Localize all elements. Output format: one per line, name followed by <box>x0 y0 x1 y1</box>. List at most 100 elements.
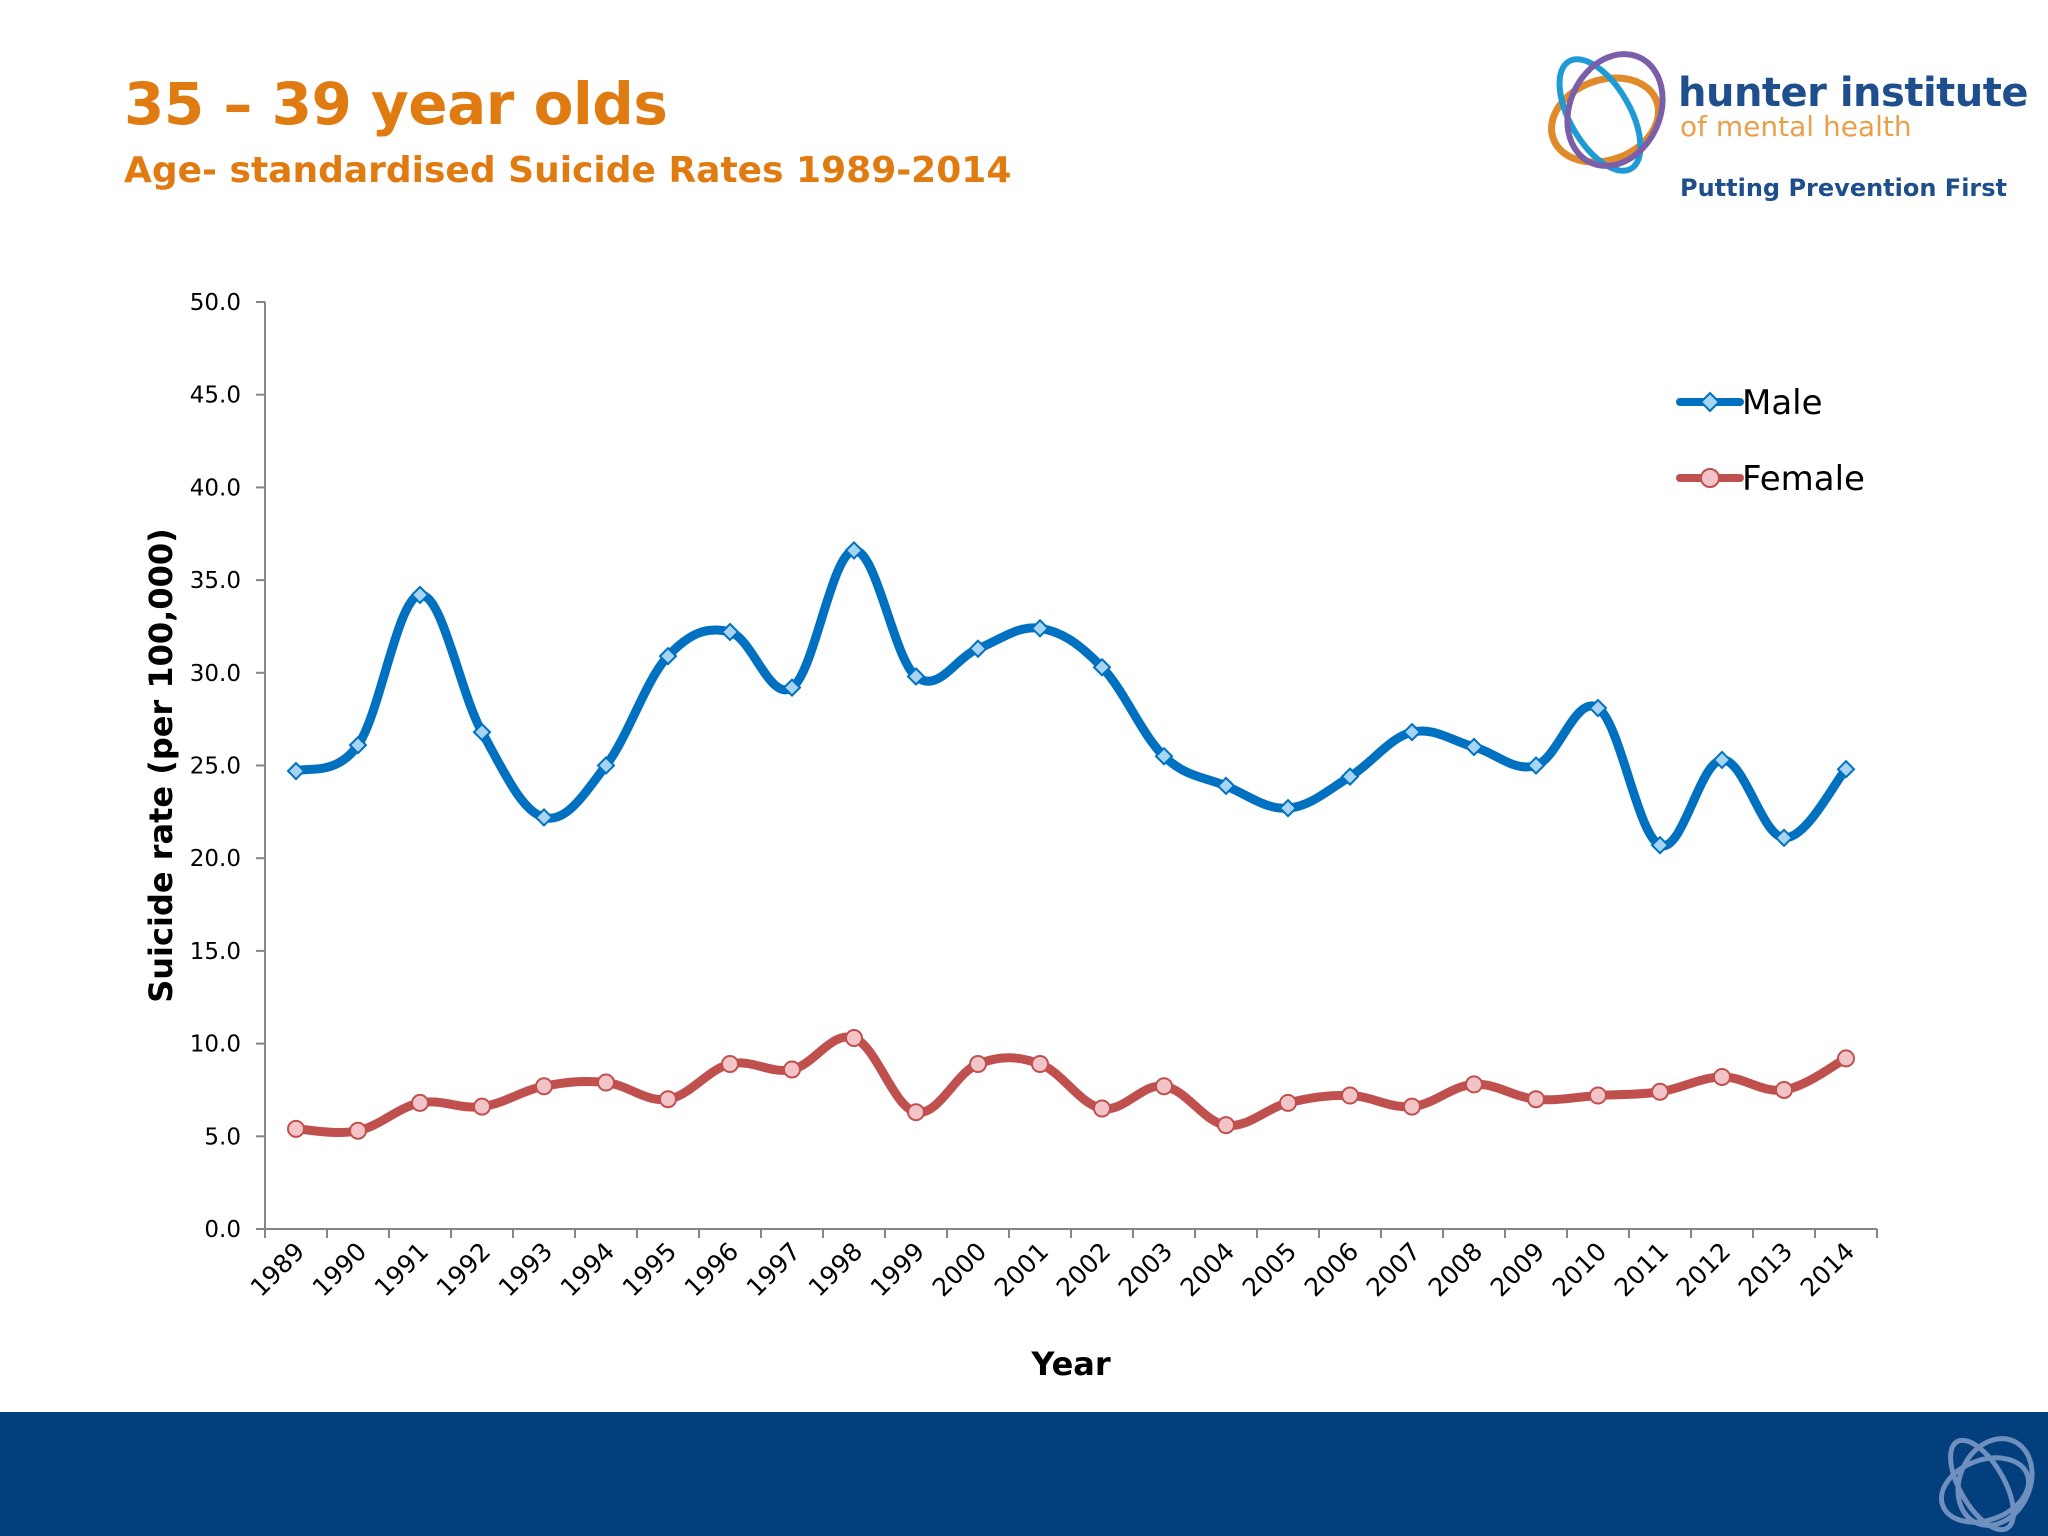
x-tick-label: 2000 <box>927 1237 992 1302</box>
logo-tagline: Putting Prevention First <box>1680 174 2008 202</box>
data-point-female <box>1837 1049 1855 1068</box>
y-axis-title: Suicide rate (per 100,000) <box>142 528 180 1003</box>
x-tick-label: 2007 <box>1361 1237 1426 1302</box>
x-tick-label: 1994 <box>555 1237 620 1302</box>
y-tick-label: 20.0 <box>190 846 241 872</box>
y-tick-label: 50.0 <box>190 290 241 316</box>
x-tick-label: 2010 <box>1547 1237 1612 1302</box>
data-point-female <box>1093 1099 1111 1118</box>
x-tick-label: 2003 <box>1113 1237 1178 1302</box>
x-axis-title: Year <box>1030 1345 1111 1383</box>
page-subtitle: Age- standardised Suicide Rates 1989-201… <box>124 150 1012 191</box>
data-point-male <box>1278 798 1298 818</box>
logo-subname: of mental health <box>1680 110 1912 143</box>
y-tick-label: 15.0 <box>190 939 241 965</box>
data-point-female <box>1341 1086 1359 1105</box>
data-point-male <box>1712 750 1732 770</box>
data-point-female <box>473 1097 491 1116</box>
data-point-male <box>906 667 926 686</box>
data-point-male <box>1030 618 1050 638</box>
data-point-female <box>1155 1077 1173 1096</box>
x-tick-label: 2005 <box>1237 1237 1302 1302</box>
data-point-male <box>534 807 554 827</box>
data-point-male <box>968 639 988 659</box>
footer-logo-icon <box>1938 1436 2035 1533</box>
data-point-female <box>287 1119 305 1138</box>
y-tick-label: 5.0 <box>204 1124 241 1150</box>
data-point-male <box>472 722 492 742</box>
x-tick-label: 2011 <box>1609 1237 1674 1302</box>
y-tick-label: 45.0 <box>190 383 241 409</box>
y-tick-label: 25.0 <box>190 754 241 780</box>
data-point-male <box>1216 776 1236 796</box>
data-point-male <box>1650 835 1670 855</box>
x-tick-label: 2002 <box>1051 1237 1116 1302</box>
x-tick-label: 1993 <box>493 1237 558 1302</box>
data-point-female <box>1775 1080 1793 1099</box>
data-point-female <box>1651 1082 1669 1101</box>
data-point-male <box>410 585 430 605</box>
x-tick-label: 1989 <box>245 1237 310 1302</box>
x-tick-label: 2012 <box>1671 1237 1736 1302</box>
data-point-female <box>721 1054 739 1073</box>
data-point-male <box>844 541 864 560</box>
x-tick-label: 1992 <box>431 1237 496 1302</box>
legend-label-female: Female <box>1742 459 1865 499</box>
y-tick-label: 30.0 <box>190 661 241 687</box>
x-tick-label: 1991 <box>369 1237 434 1302</box>
x-tick-label: 2013 <box>1733 1237 1798 1302</box>
data-point-female <box>907 1103 925 1122</box>
data-point-female <box>411 1093 429 1112</box>
data-point-female <box>1465 1075 1483 1094</box>
x-tick-label: 1995 <box>617 1237 682 1302</box>
y-tick-label: 35.0 <box>190 568 241 594</box>
x-tick-label: 1999 <box>865 1237 930 1302</box>
data-point-female <box>1713 1067 1731 1086</box>
x-tick-label: 2014 <box>1795 1237 1860 1302</box>
x-tick-label: 1996 <box>679 1237 744 1302</box>
data-point-female <box>659 1090 677 1109</box>
data-point-male <box>1154 746 1174 766</box>
data-point-male <box>348 735 368 755</box>
legend-marker-female <box>1700 468 1720 488</box>
data-point-female <box>969 1054 987 1073</box>
data-point-male <box>658 646 678 666</box>
x-tick-label: 2009 <box>1485 1237 1550 1302</box>
data-point-female <box>1217 1116 1235 1135</box>
x-tick-label: 1998 <box>803 1237 868 1302</box>
data-point-male <box>286 761 306 781</box>
data-point-male <box>596 756 616 775</box>
y-tick-label: 10.0 <box>190 1032 241 1058</box>
data-point-female <box>783 1060 801 1079</box>
series-line-male <box>291 545 1851 851</box>
line-chart: 0.0 5.0 10.0 15.0 20.0 25.0 30.0 35.0 40.0 45.0 50… <box>142 290 1878 1383</box>
data-point-female <box>1031 1054 1049 1073</box>
data-point-male <box>1588 698 1608 718</box>
data-point-female <box>535 1077 553 1096</box>
logo-name: hunter institute <box>1678 70 2029 116</box>
data-point-male <box>1526 756 1546 775</box>
data-point-male <box>1402 722 1422 742</box>
data-point-female <box>1589 1086 1607 1105</box>
y-tick-label: 40.0 <box>190 475 241 501</box>
x-tick-label: 2008 <box>1423 1237 1488 1302</box>
data-point-female <box>1527 1090 1545 1109</box>
x-tick-label: 2006 <box>1299 1237 1364 1302</box>
footer-bar <box>0 1412 2048 1536</box>
data-point-male <box>1836 759 1856 779</box>
x-tick-label: 2004 <box>1175 1237 1240 1302</box>
data-point-female <box>845 1029 863 1048</box>
legend-label-male: Male <box>1742 383 1823 423</box>
page-title: 35 – 39 year olds <box>124 70 668 138</box>
legend-marker-male <box>1699 391 1721 413</box>
data-point-female <box>1403 1097 1421 1116</box>
series-line-female <box>291 1032 1851 1137</box>
data-point-male <box>1774 828 1794 848</box>
data-point-male <box>1092 657 1112 677</box>
data-point-male <box>1340 767 1360 787</box>
x-tick-label: 2001 <box>989 1237 1054 1302</box>
x-tick-label: 1997 <box>741 1237 806 1302</box>
hunter-institute-logo-icon <box>1548 51 1666 174</box>
y-tick-label: 0.0 <box>204 1217 241 1243</box>
data-point-female <box>349 1121 367 1140</box>
